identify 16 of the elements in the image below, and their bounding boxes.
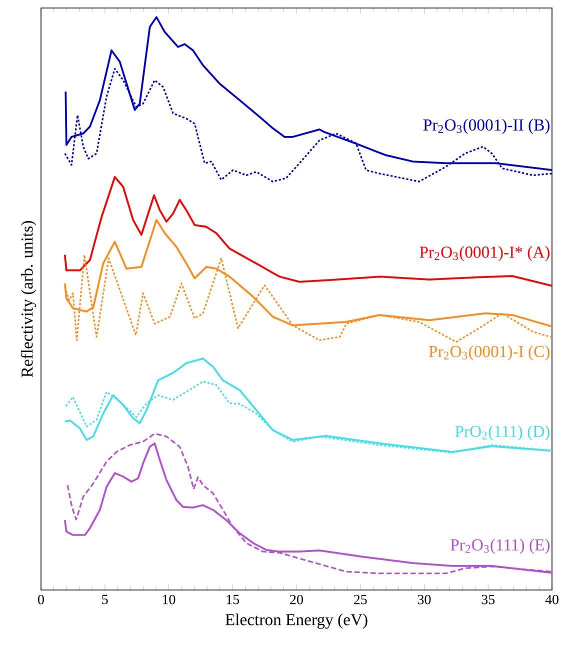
x-axis-title: Electron Energy (eV)	[225, 614, 368, 629]
x-tick-label: 5	[102, 594, 108, 604]
x-tick-label: 0	[38, 594, 44, 604]
series-label: Pr$_{2}$O$_{3}$(0001)-I (C)	[428, 345, 550, 361]
series-label: PrO$_{2}$(111) (D)	[455, 425, 550, 440]
y-axis-title: Reflectivity (arb. units)	[20, 221, 36, 378]
x-tick-label: 35	[482, 594, 495, 604]
series-label: Pr$_{2}$O$_{3}$(111) (E)	[450, 538, 550, 554]
series-label: Pr$_{2}$O$_{3}$(0001)-I* (A)	[420, 246, 550, 262]
x-tick-label: 15	[226, 594, 240, 604]
x-tick-label: 20	[290, 594, 303, 604]
x-tick-label: 10	[162, 594, 176, 604]
x-tick-label: 30	[418, 594, 431, 604]
x-tick-label: 25	[354, 594, 367, 604]
series-label: Pr$_{2}$O$_{3}$(0001)-II (B)	[423, 118, 550, 134]
x-tick-label: 40	[545, 594, 558, 604]
